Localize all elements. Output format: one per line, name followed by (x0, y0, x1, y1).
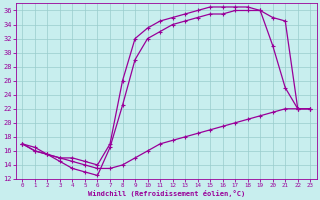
X-axis label: Windchill (Refroidissement éolien,°C): Windchill (Refroidissement éolien,°C) (88, 190, 245, 197)
